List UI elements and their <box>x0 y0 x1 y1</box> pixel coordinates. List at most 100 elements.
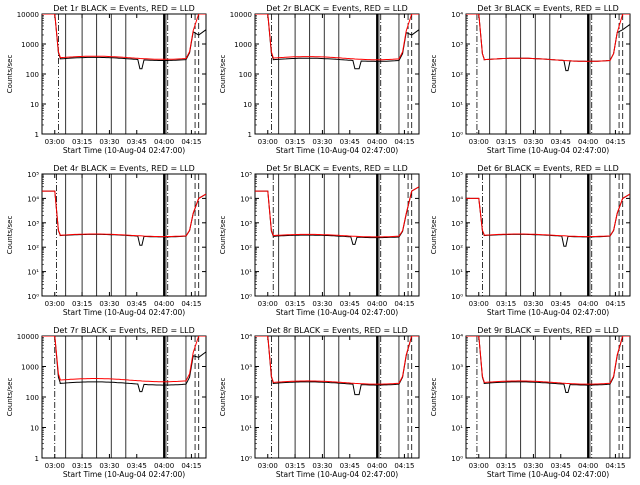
panel-4: Det 4r BLACK = Events, RED = LLD 10⁰ 10¹ 10… <box>6 164 207 317</box>
y-axis-label: Counts/sec <box>6 55 14 94</box>
y-tick-label: 10³ <box>451 220 463 228</box>
lld-series-line <box>42 190 206 238</box>
x-tick-label: 04:00 <box>578 138 598 146</box>
y-tick-label: 10² <box>240 244 252 252</box>
events-series-line <box>466 14 630 72</box>
y-tick-label: 1000 <box>21 364 39 372</box>
x-tick-label: 04:00 <box>154 300 174 308</box>
x-tick-label: 03:15 <box>72 462 92 470</box>
x-tick-label: 03:15 <box>496 138 516 146</box>
x-tick-label: 03:15 <box>72 300 92 308</box>
y-tick-label: 10⁰ <box>27 293 39 301</box>
y-tick-label: 10⁴ <box>451 11 463 19</box>
panel-title: Det 5r BLACK = Events, RED = LLD <box>266 164 408 173</box>
y-axis-label: Counts/sec <box>6 216 14 255</box>
x-axis-label: Start Time (10-Aug-04 02:47:00) <box>63 470 185 479</box>
y-tick-label: 1000 <box>21 41 39 49</box>
y-tick-label: 1000 <box>234 41 252 49</box>
x-tick-label: 03:45 <box>340 300 360 308</box>
x-tick-label: 03:15 <box>285 300 305 308</box>
x-tick-label: 04:00 <box>367 138 387 146</box>
y-tick-label: 100 <box>239 71 252 79</box>
y-tick-label: 10² <box>451 71 463 79</box>
y-tick-label: 10³ <box>451 41 463 49</box>
y-tick-label: 10⁵ <box>27 171 39 179</box>
x-tick-label: 04:15 <box>394 138 414 146</box>
lld-series-line <box>255 336 419 385</box>
y-tick-label: 1 <box>248 131 252 139</box>
panel-9: Det 9r BLACK = Events, RED = LLD 10⁰ 10¹ 10… <box>430 326 631 479</box>
x-tick-label: 03:00 <box>258 138 278 146</box>
plot-frame <box>465 335 631 459</box>
x-tick-label: 03:45 <box>551 138 571 146</box>
x-tick-label: 04:15 <box>181 138 201 146</box>
lld-series-line <box>466 336 630 385</box>
y-tick-label: 10 <box>30 101 39 109</box>
x-axis-label: Start Time (10-Aug-04 02:47:00) <box>487 308 609 317</box>
x-tick-label: 03:45 <box>340 462 360 470</box>
events-series-line <box>466 193 630 247</box>
panel-title: Det 9r BLACK = Events, RED = LLD <box>477 326 619 335</box>
x-tick-label: 03:00 <box>45 462 65 470</box>
x-tick-label: 04:15 <box>394 462 414 470</box>
y-tick-label: 100 <box>26 394 39 402</box>
y-tick-label: 10² <box>240 394 252 402</box>
x-tick-label: 03:30 <box>523 462 543 470</box>
y-tick-label: 10¹ <box>451 101 463 109</box>
x-tick-label: 03:00 <box>469 138 489 146</box>
y-axis-label: Counts/sec <box>6 378 14 417</box>
x-axis-label: Start Time (10-Aug-04 02:47:00) <box>487 146 609 155</box>
plot-frame <box>254 173 420 297</box>
events-series-line <box>42 336 206 393</box>
x-tick-label: 03:30 <box>312 300 332 308</box>
y-tick-label: 10¹ <box>240 269 252 277</box>
panel-1: Det 1r BLACK = Events, RED = LLD 1 10 100 10… <box>6 4 207 155</box>
x-axis-label: Start Time (10-Aug-04 02:47:00) <box>63 308 185 317</box>
y-tick-label: 10⁰ <box>240 455 252 463</box>
y-tick-label: 10⁰ <box>240 293 252 301</box>
y-tick-label: 10¹ <box>451 269 463 277</box>
x-tick-label: 03:30 <box>312 138 332 146</box>
y-tick-label: 10¹ <box>451 425 463 433</box>
y-axis-label: Counts/sec <box>430 378 438 417</box>
x-tick-label: 03:30 <box>99 138 119 146</box>
panel-title: Det 4r BLACK = Events, RED = LLD <box>53 164 195 173</box>
x-tick-label: 04:00 <box>578 300 598 308</box>
events-series-line <box>255 336 419 396</box>
lld-series-line <box>255 14 419 61</box>
y-tick-label: 10000 <box>17 333 39 341</box>
x-tick-label: 04:15 <box>605 300 625 308</box>
x-tick-label: 04:15 <box>181 300 201 308</box>
x-tick-label: 03:45 <box>127 462 147 470</box>
x-axis-label: Start Time (10-Aug-04 02:47:00) <box>276 146 398 155</box>
x-tick-label: 03:00 <box>258 462 278 470</box>
events-series-line <box>255 186 419 245</box>
plot-frame <box>41 173 207 297</box>
plot-frame <box>41 335 207 459</box>
x-tick-label: 03:30 <box>523 300 543 308</box>
x-tick-label: 03:00 <box>45 138 65 146</box>
panel-title: Det 1r BLACK = Events, RED = LLD <box>53 4 195 13</box>
y-tick-label: 10² <box>451 244 463 252</box>
panel-title: Det 3r BLACK = Events, RED = LLD <box>477 4 619 13</box>
y-tick-label: 10² <box>451 394 463 402</box>
x-tick-label: 03:30 <box>99 300 119 308</box>
y-tick-label: 10⁴ <box>240 195 252 203</box>
y-axis-label: Counts/sec <box>219 55 227 94</box>
lld-series-line <box>466 14 630 62</box>
x-tick-label: 03:30 <box>312 462 332 470</box>
y-tick-label: 10 <box>30 425 39 433</box>
y-axis-label: Counts/sec <box>219 378 227 417</box>
y-tick-label: 10³ <box>240 220 252 228</box>
plot-frame <box>465 173 631 297</box>
y-tick-label: 10³ <box>451 364 463 372</box>
lld-series-line <box>42 14 206 60</box>
plot-frame <box>465 13 631 135</box>
panel-8: Det 8r BLACK = Events, RED = LLD 10⁰ 10¹ 10… <box>219 326 420 479</box>
events-series-line <box>255 14 419 70</box>
panel-title: Det 6r BLACK = Events, RED = LLD <box>477 164 619 173</box>
y-tick-label: 10⁰ <box>451 131 463 139</box>
x-tick-label: 03:45 <box>551 300 571 308</box>
